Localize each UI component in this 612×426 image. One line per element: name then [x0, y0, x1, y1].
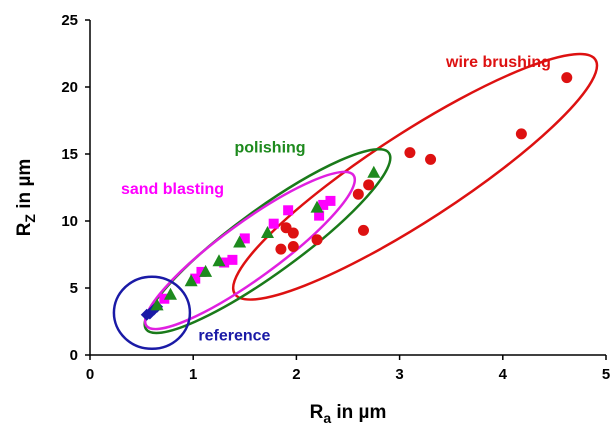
- point-polishing: [184, 274, 198, 287]
- point-wire-brushing: [404, 147, 416, 159]
- group-labels: wire brushing polishing sand blasting refer…: [121, 54, 551, 344]
- point-polishing: [310, 200, 324, 213]
- point-polishing: [367, 165, 381, 178]
- ellipse-reference: [112, 275, 192, 351]
- x-axis-title-main: R: [310, 402, 324, 423]
- point-wire-brushing: [311, 234, 323, 246]
- x-tick-label: 3: [395, 366, 403, 383]
- y-axis-ticks: 0 5 10 15 20 25: [61, 12, 90, 364]
- label-sand-blasting: sand blasting: [121, 181, 224, 198]
- point-polishing: [212, 254, 226, 267]
- y-tick-label: 10: [61, 213, 78, 230]
- axes: 0 1 2 3 4 5 0 5 10 15 20 25: [61, 12, 610, 383]
- x-axis-title-suffix: in µm: [331, 402, 386, 423]
- point-wire-brushing: [287, 227, 299, 239]
- x-tick-label: 0: [86, 366, 94, 383]
- ellipse-sand-blasting: [143, 170, 357, 331]
- y-axis-title-sub: Z: [22, 214, 38, 223]
- point-sand-blasting: [268, 218, 279, 229]
- point-sand-blasting: [190, 273, 201, 284]
- point-sand-blasting: [325, 195, 336, 206]
- label-polishing: polishing: [234, 140, 305, 157]
- y-tick-label: 5: [70, 280, 78, 297]
- point-wire-brushing: [357, 224, 369, 236]
- point-wire-brushing: [352, 188, 364, 200]
- data-points: [140, 72, 573, 321]
- x-tick-label: 1: [189, 366, 197, 383]
- x-tick-label: 5: [602, 366, 610, 383]
- y-tick-label: 25: [61, 12, 78, 29]
- y-axis-title-main: R: [14, 222, 35, 236]
- point-polishing: [163, 287, 177, 300]
- point-wire-brushing: [425, 153, 437, 165]
- x-axis-title-sub: a: [323, 410, 331, 426]
- y-axis-title: RZ in µm: [14, 159, 38, 237]
- x-tick-label: 2: [292, 366, 300, 383]
- point-polishing: [233, 235, 247, 248]
- x-tick-label: 4: [499, 366, 508, 383]
- point-sand-blasting: [196, 266, 207, 277]
- label-wire-brushing: wire brushing: [445, 54, 551, 71]
- point-sand-blasting: [314, 210, 325, 221]
- point-polishing: [261, 226, 275, 239]
- point-wire-brushing: [363, 179, 375, 191]
- point-wire-brushing: [275, 243, 287, 255]
- point-polishing: [150, 298, 164, 311]
- group-ellipses: [112, 52, 599, 351]
- point-sand-blasting: [227, 254, 238, 265]
- point-polishing: [199, 264, 213, 277]
- y-tick-label: 15: [61, 146, 78, 163]
- point-sand-blasting: [219, 257, 230, 268]
- x-axis-title: Ra in µm: [310, 402, 387, 426]
- y-tick-label: 20: [61, 79, 78, 96]
- point-sand-blasting: [318, 199, 329, 210]
- x-axis-ticks: 0 1 2 3 4 5: [86, 355, 610, 383]
- point-sand-blasting: [159, 293, 170, 304]
- point-sand-blasting: [239, 233, 250, 244]
- point-wire-brushing: [515, 128, 527, 140]
- y-tick-label: 0: [70, 347, 78, 364]
- point-wire-brushing: [561, 72, 573, 84]
- point-wire-brushing: [287, 240, 299, 252]
- ellipse-polishing: [143, 147, 392, 335]
- ellipse-wire-brushing: [231, 52, 599, 301]
- point-sand-blasting: [283, 205, 294, 216]
- label-reference: reference: [198, 327, 270, 344]
- y-axis-title-suffix: in µm: [14, 159, 35, 214]
